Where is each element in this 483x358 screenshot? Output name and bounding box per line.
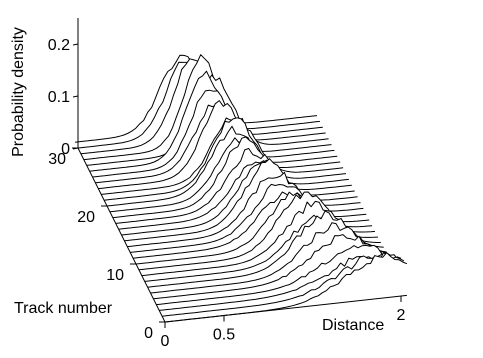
ridge-line-track-22 <box>101 117 344 195</box>
x-tick-label: 0 <box>161 333 170 350</box>
ridge-line-track-3 <box>156 244 399 306</box>
z-tick-mark <box>72 95 79 98</box>
ridge-fill-track-0 <box>165 252 407 322</box>
y-tick-label: 10 <box>106 267 124 284</box>
ridge-fill-track-2 <box>159 253 402 311</box>
x-tick-label: 2 <box>397 307 406 324</box>
x-axis-label: Distance <box>322 317 384 334</box>
y-tick-label: 20 <box>77 209 95 226</box>
z-tick-label: 0.1 <box>48 89 70 106</box>
z-tick-label: 0 <box>61 141 70 158</box>
labels-layer: Probability density Track number Distanc… <box>10 27 384 334</box>
ridge-line-track-4 <box>153 234 396 300</box>
z-axis-label: Probability density <box>10 27 27 157</box>
y-axis-label: Track number <box>14 300 113 317</box>
ridge-fill-track-11 <box>133 192 375 259</box>
ridge-line-track-5 <box>150 222 393 294</box>
ridge-line-track-28 <box>83 54 326 161</box>
ridge-fill-track-4 <box>153 234 396 299</box>
ridge-fill-track-5 <box>150 222 393 293</box>
ridge-line-track-21 <box>104 117 347 201</box>
ridge-line-track-19 <box>109 137 352 213</box>
ridge-line-track-18 <box>112 136 355 219</box>
ridge-fill-track-13 <box>127 172 370 247</box>
y-tick-label: 30 <box>48 151 66 168</box>
ridge-line-track-1 <box>162 251 405 317</box>
z-tick-label: 0.2 <box>48 37 70 54</box>
x-tick-label: 0.5 <box>213 327 235 344</box>
y-tick-label: 0 <box>144 325 153 342</box>
x-axis-line <box>164 294 407 323</box>
ridge-layer <box>75 54 408 323</box>
ridge-fill-track-12 <box>130 184 373 253</box>
ridge-fill-track-3 <box>156 245 399 305</box>
y-axis-line <box>77 147 166 323</box>
ridge-line-track-25 <box>92 89 335 178</box>
ridge-line-track-20 <box>106 125 349 207</box>
ridge-line-track-26 <box>89 70 332 172</box>
ridge-line-track-23 <box>98 100 341 190</box>
z-tick-mark <box>72 43 79 46</box>
